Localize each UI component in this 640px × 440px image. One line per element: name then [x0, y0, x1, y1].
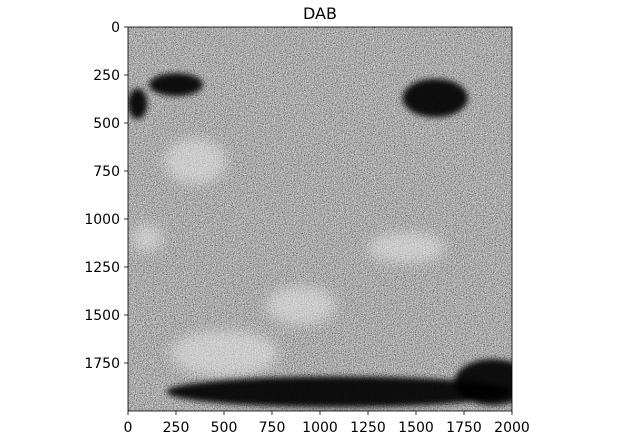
y-tick-label: 1750: [84, 356, 120, 372]
x-tick-label: 250: [163, 420, 190, 436]
x-tick-label: 750: [259, 420, 286, 436]
y-tick-label: 1000: [84, 212, 120, 228]
dark-region-0: [149, 73, 203, 96]
y-tick-label: 500: [93, 116, 120, 132]
y-tick-label: 0: [111, 20, 120, 36]
x-tick-label: 1250: [350, 420, 386, 436]
x-tick-label: 1000: [302, 420, 338, 436]
x-tick-label: 0: [124, 420, 133, 436]
y-tick-label: 250: [93, 68, 120, 84]
dark-region-4: [166, 376, 512, 407]
chart-title: DAB: [303, 4, 337, 23]
bright-region-3: [368, 232, 445, 263]
x-tick-label: 500: [211, 420, 238, 436]
y-axis: 0 250 500 750 1000 1250 1500 1750: [84, 20, 128, 372]
dark-region-3: [128, 88, 147, 119]
bright-region-0: [170, 330, 278, 376]
x-axis: 0 250 500 750 1000 1250 1500 1750 2000: [124, 411, 530, 436]
heatmap-image: [128, 27, 531, 411]
x-tick-label: 1500: [398, 420, 434, 436]
y-tick-label: 1250: [84, 260, 120, 276]
bright-region-4: [132, 225, 163, 252]
y-tick-label: 750: [93, 164, 120, 180]
dark-region-1: [403, 79, 468, 117]
x-tick-label: 2000: [494, 420, 530, 436]
bright-region-1: [266, 286, 335, 324]
x-tick-label: 1750: [446, 420, 482, 436]
y-tick-label: 1500: [84, 308, 120, 324]
bright-region-2: [164, 138, 225, 184]
